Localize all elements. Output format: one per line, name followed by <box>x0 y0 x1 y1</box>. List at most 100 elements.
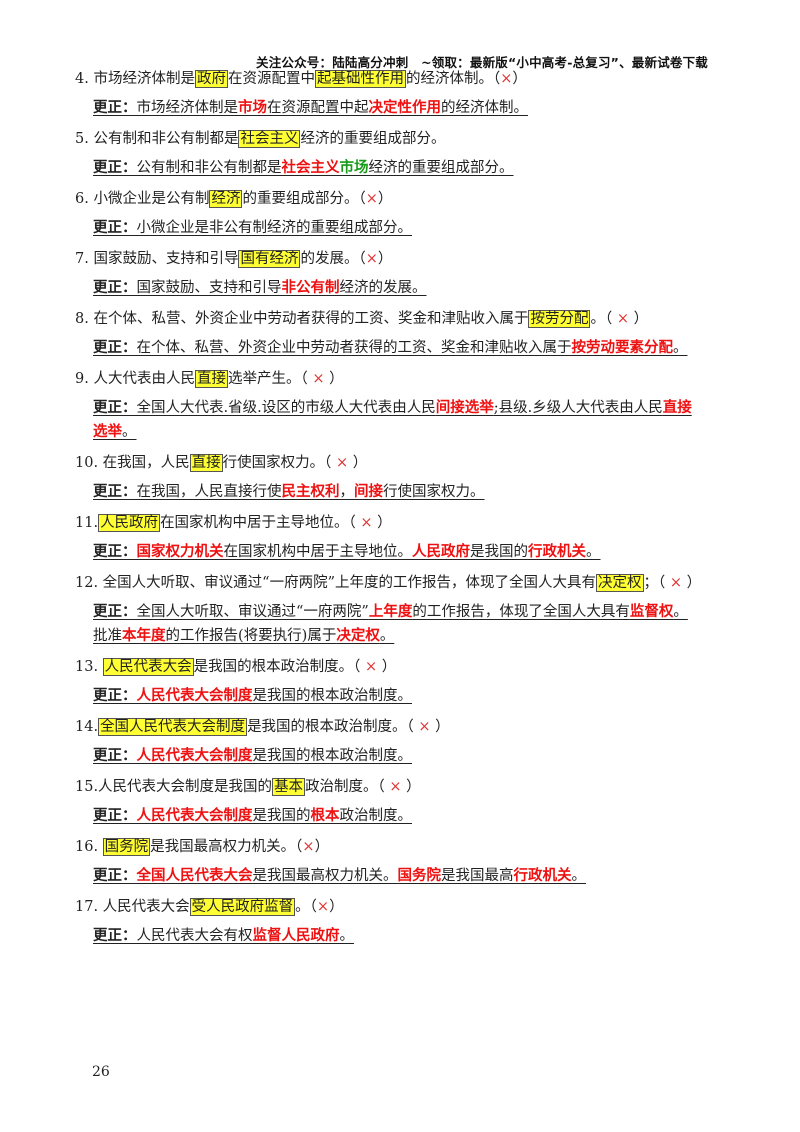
text-segment: 5. 公有制和非公有制都是 <box>75 131 239 147</box>
text-segment: 。（ <box>590 311 617 327</box>
text-segment: 全国人大听取、审议通过“一府两院” <box>136 604 369 620</box>
correction-line: 选举。 <box>72 421 732 443</box>
question-item: 6. 小微企业是公有制 经济 的重要组成部分。（×） 更正：小微企业是非公有制经济的重… <box>72 188 732 239</box>
question-item: 8. 在个体、私营、外资企业中劳动者获得的工资、奖金和津贴收入属于 按劳分配 。（ … <box>72 308 732 359</box>
text-segment: 经济的重要组成部分。 <box>300 131 446 147</box>
text-segment: 。 <box>586 544 601 560</box>
text-segment: 8. 在个体、私营、外资企业中劳动者获得的工资、奖金和津贴收入属于 <box>75 311 529 327</box>
text-segment: 在个体、私营、外资企业中劳动者获得的工资、奖金和津贴收入属于 <box>136 340 572 356</box>
text-segment: 11. <box>75 515 99 531</box>
text-segment: ） <box>329 899 344 915</box>
text-segment: 。 <box>122 424 137 440</box>
correction-label: 更正： <box>93 928 137 944</box>
corrected-term: 按劳动要素分配 <box>571 339 674 356</box>
question-item: 17. 人民代表大会 受人民政府监督 。（×） 更正：人民代表大会有权监督人民政府。 <box>72 896 732 947</box>
question-item: 15.人民代表大会制度是我国的 基本 政治制度。（ × ） 更正：人民代表大会制度是我… <box>72 776 732 827</box>
wrong-mark: × <box>365 251 378 267</box>
text-segment: 9. 人大代表由人民 <box>75 371 195 387</box>
wrong-mark: × <box>316 899 330 915</box>
correction-line: 更正：市场经济体制是市场在资源配置中起决定性作用的经济体制。 <box>72 97 732 119</box>
correction-label: 更正： <box>93 748 137 764</box>
text-segment: 人民代表大会有权 <box>136 928 253 944</box>
highlighted-term: 决定权 <box>596 574 644 592</box>
text-segment: ） <box>324 371 344 387</box>
correction-line: 更正：人民代表大会制度是我国的根本政治制度。 <box>72 805 732 827</box>
question-statement: 14. 全国人民代表大会制度 是我国的根本政治制度。（ × ） <box>72 716 732 738</box>
correction-line: 更正：人民代表大会制度是我国的根本政治制度。 <box>72 745 732 767</box>
text-segment: 是我国最高权力机关。（ <box>150 839 303 855</box>
corrected-term: 本年度 <box>122 627 166 644</box>
highlighted-term: 社会主义 <box>238 130 301 148</box>
text-segment: 批准 <box>93 628 122 644</box>
text-segment: 的工作报告(将要执行)属于 <box>165 628 337 644</box>
question-statement: 11. 人民政府 在国家机构中居于主导地位。（ × ） <box>72 512 732 534</box>
wrong-mark: × <box>669 575 683 591</box>
corrected-term: 选举 <box>93 423 122 440</box>
question-statement: 16. 国务院 是我国最高权力机关。（×） <box>72 836 732 858</box>
correction-label: 更正： <box>93 100 137 116</box>
text-segment: 。（ <box>295 899 317 915</box>
question-statement: 7. 国家鼓励、支持和引导 国有经济 的发展。（×） <box>72 248 732 270</box>
text-segment: ;县级.乡级人大代表由人民 <box>493 400 663 416</box>
inserted-term: 市场 <box>339 159 369 176</box>
text-segment: 在资源配置中 <box>227 71 315 87</box>
text-segment: 的经济体制。 <box>441 100 528 116</box>
text-segment: ） <box>348 455 368 471</box>
text-segment: 市场经济体制是 <box>136 100 239 116</box>
corrected-term: 间接选举 <box>435 399 494 416</box>
text-segment: ） <box>377 659 397 675</box>
corrected-term: 监督权 <box>629 603 674 620</box>
text-segment: 是我国最高权力机关。 <box>252 868 398 884</box>
correction-label: 更正： <box>93 160 137 176</box>
question-item: 11. 人民政府 在国家机构中居于主导地位。（ × ）更正：国家权力机关在国家机构中… <box>72 512 732 563</box>
text-segment: 7. 国家鼓励、支持和引导 <box>75 251 239 267</box>
text-segment: ） <box>401 779 421 795</box>
corrected-term: 全国人民代表大会 <box>136 867 253 884</box>
text-segment: ， <box>339 484 355 500</box>
wrong-mark: × <box>312 371 325 387</box>
text-segment: 小微企业是非公有制经济的重要组成部分。 <box>136 220 413 236</box>
text-segment: 行使国家权力。 <box>383 484 485 500</box>
question-item: 7. 国家鼓励、支持和引导 国有经济 的发展。（×） 更正：国家鼓励、支持和引导非公有… <box>72 248 732 299</box>
text-segment: 经济的重要组成部分。 <box>368 160 514 176</box>
text-segment: 是我国的 <box>470 544 528 560</box>
question-statement: 9. 人大代表由人民 直接 选举产生。（ × ） <box>72 368 732 390</box>
text-segment: 。 <box>571 868 587 884</box>
text-segment: 6. 小微企业是公有制 <box>75 191 210 207</box>
question-item: 12. 全国人大听取、审议通过“一府两院”上年度的工作报告，体现了全国人大具有决… <box>72 572 732 647</box>
text-segment: 。 <box>379 628 395 644</box>
text-segment: 全国人大代表.省级.设区的市级人大代表由人民 <box>136 400 436 416</box>
highlighted-term: 受人民政府监督 <box>189 898 296 916</box>
wrong-mark: × <box>365 659 378 675</box>
text-segment: ） <box>314 839 330 855</box>
text-segment: 13. <box>75 659 103 675</box>
corrected-term: 人民政府 <box>412 543 470 560</box>
question-statement: 5. 公有制和非公有制都是 社会主义 经济的重要组成部分。 <box>72 128 732 150</box>
text-segment: 。 <box>339 928 355 944</box>
corrected-term: 决定性作用 <box>368 99 442 116</box>
text-segment: 15.人民代表大会制度是我国的 <box>75 779 273 795</box>
text-segment: 。 <box>673 340 688 356</box>
text-segment: ） <box>377 191 393 207</box>
correction-line: 更正：在个体、私营、外资企业中劳动者获得的工资、奖金和津贴收入属于按劳动要素分配… <box>72 337 732 359</box>
text-segment: 在资源配置中起 <box>267 100 369 116</box>
highlighted-term: 直接 <box>194 370 228 388</box>
corrected-term: 人民代表大会制度 <box>136 807 253 824</box>
wrong-mark: × <box>360 515 373 531</box>
question-item: 10. 在我国，人民 直接 行使国家权力。（ × ） 更正：在我国，人民直接行使民主权… <box>72 452 732 503</box>
text-segment: 在我国，人民直接行使 <box>136 484 282 500</box>
question-item: 9. 人大代表由人民 直接 选举产生。（ × ） 更正：全国人大代表.省级.设区的市级… <box>72 368 732 443</box>
wrong-mark: × <box>365 191 378 207</box>
corrected-term: 间接 <box>354 483 383 500</box>
correction-label: 更正： <box>93 868 137 884</box>
question-item: 14. 全国人民代表大会制度 是我国的根本政治制度。（ × ） 更正：人民代表大会制度… <box>72 716 732 767</box>
wrong-mark: × <box>302 839 315 855</box>
correction-line: 更正：全国人大代表.省级.设区的市级人大代表由人民间接选举;县级.乡级人大代表由… <box>72 397 732 419</box>
wrong-mark: × <box>500 71 513 87</box>
question-statement: 17. 人民代表大会 受人民政府监督 。（×） <box>72 896 732 918</box>
highlighted-term: 经济 <box>209 190 243 208</box>
text-segment: 是我国的根本政治制度。（ <box>193 659 366 675</box>
text-segment: ；（ <box>643 575 670 591</box>
question-item: 5. 公有制和非公有制都是 社会主义 经济的重要组成部分。 更正：公有制和非公有制都是… <box>72 128 732 179</box>
